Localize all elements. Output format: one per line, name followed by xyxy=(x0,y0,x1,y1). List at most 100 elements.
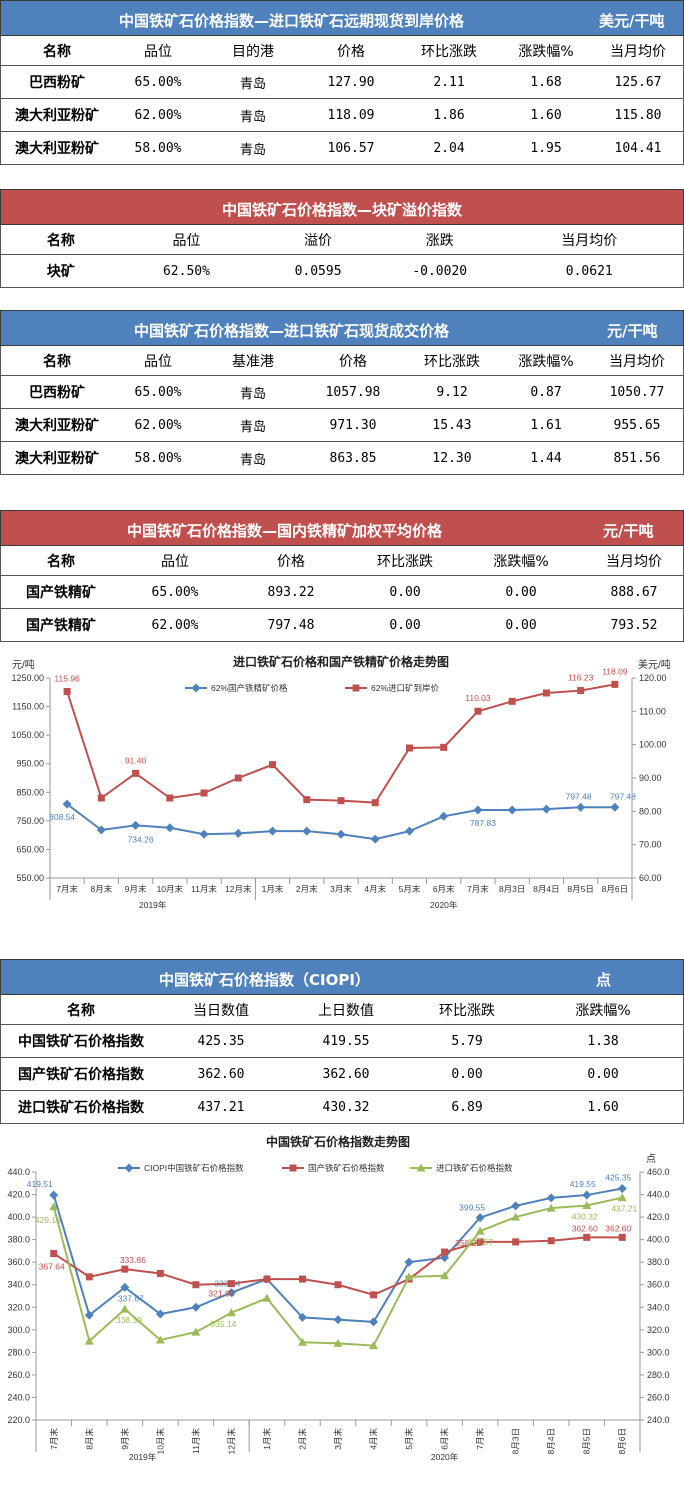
table-cell: 1.95 xyxy=(530,140,562,156)
legend-marker xyxy=(352,684,360,692)
table-cell: 115.80 xyxy=(614,107,662,123)
data-point xyxy=(404,826,414,836)
x-tick-label: 8月末 xyxy=(90,884,112,894)
table-import-forward-price: 中国铁矿石价格指数—进口铁矿石远期现货到岸价格 美元/干吨 名称 品位 目的港 价格 环… xyxy=(0,0,684,165)
table-unit: 元/干吨 xyxy=(607,322,658,340)
chart-title: 中国铁矿石价格指数走势图 xyxy=(266,1134,410,1149)
table-cell: 425.35 xyxy=(197,1033,245,1049)
x-tick-label: 7月末 xyxy=(49,1428,59,1450)
data-point xyxy=(617,1184,627,1194)
x-tick-label: 8月5日 xyxy=(567,884,593,894)
table-cell: 1057.98 xyxy=(325,384,381,400)
row-name-cell: 国产铁矿石价格指数 xyxy=(18,1067,144,1083)
legend-label: 62%进口矿到岸价 xyxy=(371,683,440,693)
column-header: 当月均价 xyxy=(561,232,618,249)
table-cell: 0.87 xyxy=(530,384,562,400)
data-point xyxy=(371,799,379,807)
data-point xyxy=(97,794,105,802)
table-cell: 62.00% xyxy=(134,107,182,123)
data-point xyxy=(618,1233,626,1241)
data-label: 797.48 xyxy=(610,791,636,801)
column-header: 目的港 xyxy=(232,43,274,60)
y-tick-label-right: 440.0 xyxy=(647,1190,670,1200)
table-header-bar: 中国铁矿石价格指数—进口铁矿石现货成交价格 元/干吨 xyxy=(0,310,684,346)
data-point xyxy=(50,1250,58,1258)
table-cell: 1.68 xyxy=(530,74,562,90)
row-name-cell: 澳大利亚粉矿 xyxy=(15,108,99,124)
table-cell: 青岛 xyxy=(239,109,266,125)
data-label: 808.54 xyxy=(49,812,75,822)
row-name-cell: 巴西粉矿 xyxy=(29,385,85,401)
data-point xyxy=(582,1190,592,1200)
table-cell: 1050.77 xyxy=(609,384,665,400)
data-point xyxy=(226,1308,236,1317)
table-cell: 955.65 xyxy=(613,417,661,433)
table-column-headers: 名称 当日数值 上日数值 环比涨跌 涨跌幅% xyxy=(0,995,684,1025)
table-title: 中国铁矿石价格指数—进口铁矿石现货成交价格 xyxy=(134,322,450,340)
y-tick-label-left: 550.00 xyxy=(16,873,44,883)
x-tick-label: 3月末 xyxy=(330,884,352,894)
y-tick-label-left: 420.0 xyxy=(7,1190,30,1200)
data-point xyxy=(507,805,517,815)
data-label: 321.93 xyxy=(208,1289,234,1299)
table-lump-premium: 中国铁矿石价格指数—块矿溢价指数 名称 品位 溢价 涨跌 当月均价 块矿 62.50% 0.… xyxy=(0,189,684,288)
data-point xyxy=(439,811,449,821)
data-point xyxy=(405,744,413,752)
table-cell: 58.00% xyxy=(134,140,182,156)
data-point xyxy=(85,1273,93,1281)
data-point xyxy=(165,823,175,833)
table-cell: 6.89 xyxy=(451,1099,483,1115)
x-tick-label: 9月末 xyxy=(120,1428,130,1450)
data-label: 734.26 xyxy=(128,834,154,844)
data-point xyxy=(473,805,483,815)
y-tick-label-right: 240.0 xyxy=(647,1415,670,1425)
table-title: 中国铁矿石价格指数（CIOPI） xyxy=(159,971,370,989)
year-group-label: 2020年 xyxy=(431,1452,459,1462)
table-cell: 1.44 xyxy=(530,450,562,466)
x-tick-label: 2月末 xyxy=(296,884,318,894)
x-tick-label: 8月4日 xyxy=(546,1428,556,1454)
data-point xyxy=(227,1280,235,1288)
table-row: 块矿 62.50% 0.0595 -0.0020 0.0621 xyxy=(0,255,684,288)
x-tick-label: 7月末 xyxy=(56,884,78,894)
x-tick-label: 1月末 xyxy=(262,1428,272,1450)
table-cell: 104.41 xyxy=(614,140,662,156)
table-cell: 5.79 xyxy=(451,1033,483,1049)
data-point xyxy=(298,1275,306,1283)
data-point xyxy=(302,826,312,836)
table-unit: 元/干吨 xyxy=(603,522,654,540)
data-point xyxy=(84,1310,94,1320)
x-tick-label: 9月末 xyxy=(125,884,147,894)
data-point xyxy=(334,1281,342,1289)
y-axis-right-label: 美元/吨 xyxy=(638,658,671,671)
table-cell: 0.00 xyxy=(389,584,421,600)
y-tick-label-left: 1150.00 xyxy=(12,702,44,712)
data-point xyxy=(576,802,586,812)
x-tick-label: 6月末 xyxy=(433,884,455,894)
row-name-cell: 巴西粉矿 xyxy=(29,75,85,91)
table-cell: 362.60 xyxy=(322,1066,370,1082)
table-row: 澳大利亚粉矿 62.00% 青岛 971.30 15.43 1.61 955.65 xyxy=(0,409,684,442)
table-cell: 青岛 xyxy=(239,386,266,402)
column-header: 当月均价 xyxy=(610,43,666,60)
column-header: 品位 xyxy=(144,43,172,60)
data-point xyxy=(474,707,482,715)
y-tick-label-right: 260.0 xyxy=(647,1392,670,1402)
table-domestic-concentrate-price: 中国铁矿石价格指数—国内铁精矿加权平均价格 元/干吨 名称 品位 价格 环比涨跌 涨跌幅… xyxy=(0,510,684,642)
table-unit: 点 xyxy=(596,971,612,989)
x-tick-label: 8月3日 xyxy=(511,1428,521,1454)
y-axis-right-label: 点 xyxy=(646,1153,656,1165)
data-point xyxy=(617,1193,627,1202)
y-tick-label-right: 340.0 xyxy=(647,1302,670,1312)
y-tick-label-left: 400.0 xyxy=(7,1212,30,1222)
chart-import-vs-domestic-price: 进口铁矿石价格和国产铁精矿价格走势图 元/吨 美元/吨 550.00 650.00 750… xyxy=(11,654,671,910)
x-tick-label: 3月末 xyxy=(333,1428,343,1450)
table-cell: 1.60 xyxy=(530,107,562,123)
row-name-cell: 澳大利亚粉矿 xyxy=(15,418,99,434)
data-point xyxy=(269,761,277,769)
data-point xyxy=(303,796,311,804)
column-header: 环比涨跌 xyxy=(424,353,480,370)
column-header: 当月均价 xyxy=(609,353,665,370)
data-point xyxy=(84,1336,94,1345)
x-tick-label: 2月末 xyxy=(297,1428,307,1450)
